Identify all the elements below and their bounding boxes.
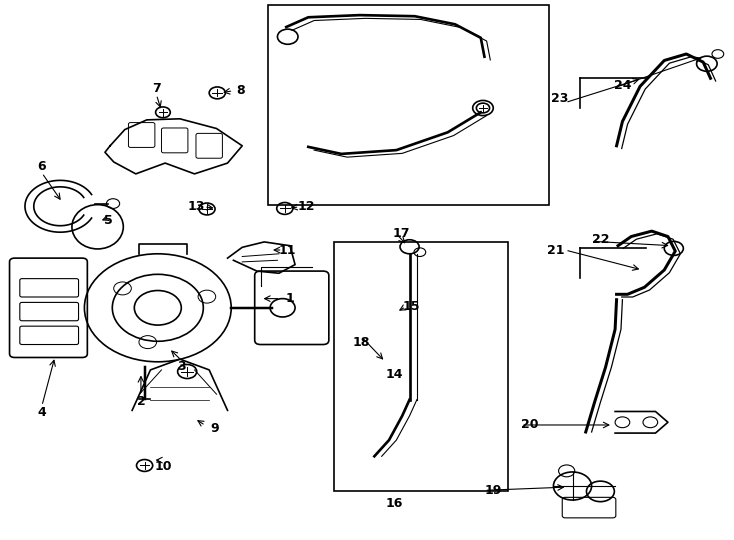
Text: 14: 14	[385, 368, 403, 381]
Text: 18: 18	[352, 336, 370, 349]
Text: 11: 11	[279, 244, 297, 256]
Text: 16: 16	[385, 497, 403, 510]
Text: 2: 2	[137, 395, 145, 408]
Text: 20: 20	[521, 418, 539, 431]
Text: 13: 13	[188, 200, 206, 213]
Text: 23: 23	[550, 92, 568, 105]
Text: 24: 24	[614, 79, 631, 92]
Text: 12: 12	[298, 200, 316, 213]
Text: 19: 19	[484, 484, 502, 497]
Text: 4: 4	[37, 406, 46, 419]
Text: 10: 10	[154, 460, 172, 472]
Text: 8: 8	[236, 84, 245, 97]
Text: 1: 1	[286, 292, 294, 305]
Text: 15: 15	[402, 300, 420, 313]
Text: 7: 7	[152, 82, 161, 94]
Bar	[334, 242, 508, 491]
Text: 9: 9	[210, 422, 219, 435]
Text: 3: 3	[177, 360, 186, 373]
Text: 5: 5	[103, 214, 112, 227]
Text: 21: 21	[547, 244, 564, 256]
Bar	[268, 5, 549, 205]
Text: 6: 6	[37, 160, 46, 173]
Text: 17: 17	[393, 227, 410, 240]
Text: 22: 22	[592, 233, 609, 246]
